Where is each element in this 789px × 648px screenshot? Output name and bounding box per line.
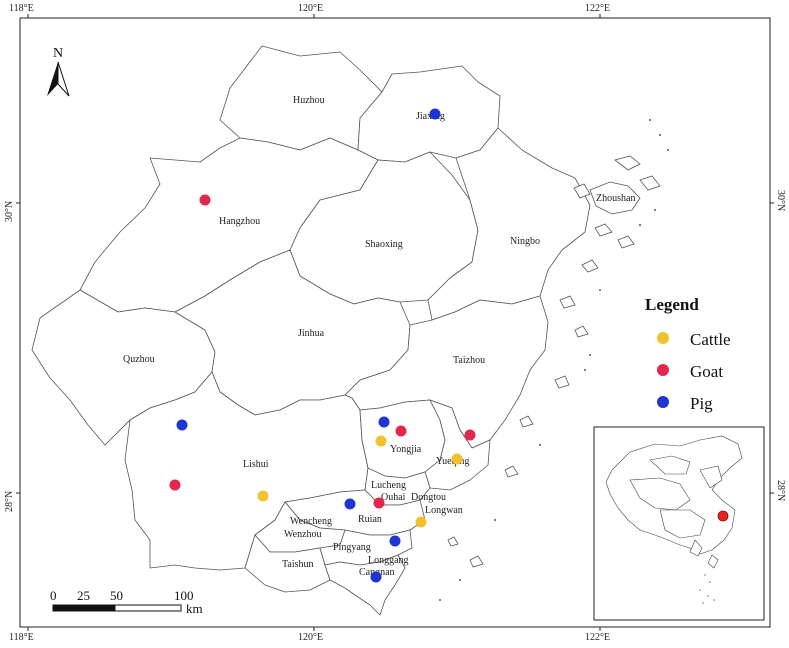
legend-swatch-goat	[657, 364, 669, 376]
north-arrow-right-half	[57, 61, 70, 97]
legend-title: Legend	[645, 295, 699, 314]
lon-label-bottom: 122°E	[585, 632, 611, 643]
scale-tick-50: 50	[110, 588, 123, 603]
sample-point-goat	[199, 194, 211, 206]
lon-label-bottom: 118°E	[9, 632, 34, 643]
label-taishun: Taishun	[282, 559, 314, 570]
sample-point-pig	[370, 571, 382, 583]
sample-point-pig	[344, 498, 356, 510]
label-dongtou: Dongtou	[411, 492, 446, 503]
sample-point-goat	[373, 497, 385, 509]
label-wencheng: Wencheng	[290, 516, 332, 527]
legend-swatch-pig	[657, 396, 669, 408]
label-huzhou: Huzhou	[293, 95, 325, 106]
label-lucheng: Lucheng	[371, 480, 406, 491]
north-label: N	[53, 46, 63, 61]
sample-points	[169, 108, 476, 583]
north-arrow-left-half	[47, 62, 58, 96]
zhoushan-islands	[447, 155, 661, 568]
label-ningbo: Ningbo	[510, 236, 540, 247]
sample-point-goat	[169, 479, 181, 491]
sample-point-cattle	[257, 490, 269, 502]
lon-label-top: 120°E	[298, 3, 324, 14]
region-yueqing	[424, 399, 491, 491]
sample-point-pig	[378, 416, 390, 428]
scale-bar-segment-black	[53, 605, 115, 611]
label-ruian: Ruian	[358, 514, 382, 525]
label-lishui: Lishui	[243, 459, 269, 470]
legend-label-pig: Pig	[690, 394, 713, 413]
inset-zhejiang-highlight	[717, 510, 729, 522]
label-jinhua: Jinhua	[298, 328, 325, 339]
north-arrow: N	[47, 46, 70, 97]
sample-point-pig	[176, 419, 188, 431]
sample-point-cattle	[451, 453, 463, 465]
scale-bar: 0 25 50 100 km	[50, 588, 203, 616]
graticule-ticks	[16, 14, 774, 631]
lon-label-top: 122°E	[585, 3, 611, 14]
label-shaoxing: Shaoxing	[365, 239, 403, 250]
label-zhoushan: Zhoushan	[596, 193, 635, 204]
scale-bar-outline	[52, 604, 182, 612]
scale-unit: km	[186, 601, 203, 616]
scale-tick-100: 100	[174, 588, 194, 603]
china-outline	[605, 435, 743, 569]
province-boundaries	[31, 45, 591, 616]
legend: Legend Cattle Goat Pig	[645, 295, 731, 413]
sample-point-goat	[395, 425, 407, 437]
label-hangzhou: Hangzhou	[219, 216, 260, 227]
sample-point-cattle	[375, 435, 387, 447]
scale-tick-0: 0	[50, 588, 57, 603]
label-ouhai: Ouhai	[381, 492, 406, 503]
label-yongjia: Yongjia	[390, 444, 422, 455]
sample-point-pig	[389, 535, 401, 547]
region-cangnan	[324, 554, 406, 616]
legend-label-goat: Goat	[690, 362, 723, 381]
legend-label-cattle: Cattle	[690, 330, 731, 349]
scale-tick-25: 25	[77, 588, 90, 603]
sample-point-cattle	[415, 516, 427, 528]
label-pingyang: Pingyang	[333, 542, 371, 553]
inset-map	[593, 426, 765, 621]
sample-point-goat	[464, 429, 476, 441]
label-longwan: Longwan	[425, 505, 463, 516]
lon-label-bottom: 120°E	[298, 632, 324, 643]
scale-bar-segment-white	[114, 604, 182, 612]
map-frame	[19, 17, 771, 628]
label-taizhou: Taizhou	[453, 355, 485, 366]
label-quzhou: Quzhou	[123, 354, 155, 365]
south-china-sea-islands	[699, 574, 715, 604]
label-longgang: Longgang	[368, 555, 409, 566]
lon-label-top: 118°E	[9, 3, 34, 14]
sample-point-pig	[429, 108, 441, 120]
small-islets	[439, 119, 669, 601]
legend-swatch-cattle	[657, 332, 669, 344]
label-wenzhou: Wenzhou	[284, 529, 322, 540]
